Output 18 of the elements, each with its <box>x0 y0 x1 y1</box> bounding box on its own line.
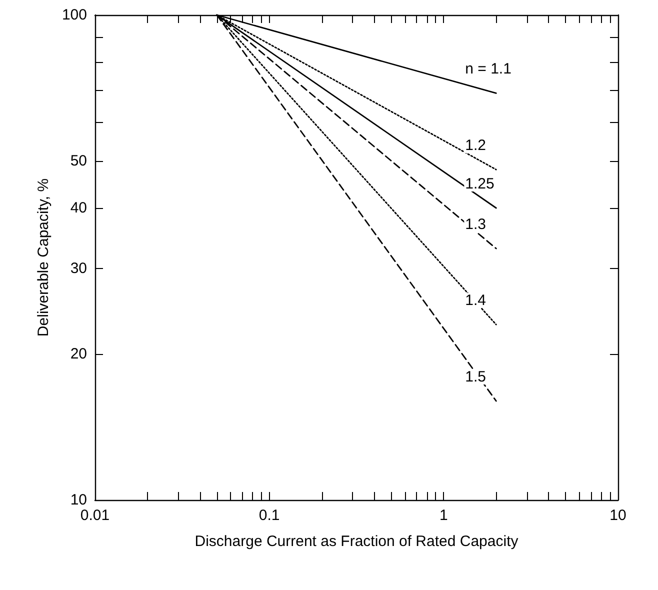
y-tick-label: 100 <box>62 6 87 24</box>
y-axis-title: Deliverable Capacity, % <box>35 178 52 337</box>
series-label: 1.2 <box>465 137 486 154</box>
y-tick-label: 20 <box>70 346 87 362</box>
series-label: n = 1.1 <box>465 60 512 78</box>
y-tick-label: 50 <box>70 152 87 170</box>
x-tick-label: 10 <box>610 507 626 524</box>
x-tick-label: 0.1 <box>258 507 280 524</box>
x-tick-label: 0.01 <box>80 507 110 524</box>
series-label: 1.25 <box>465 176 494 192</box>
x-tick-label: 1 <box>439 507 448 524</box>
y-tick-label: 10 <box>70 492 87 508</box>
series-label: 1.4 <box>465 292 486 310</box>
series-label: 1.3 <box>465 216 486 234</box>
series-label: 1.5 <box>465 368 486 386</box>
y-tick-label: 40 <box>70 200 87 216</box>
x-axis-title: Discharge Current as Fraction of Rated Capacity <box>194 533 519 550</box>
y-tick-label: 30 <box>70 260 87 278</box>
